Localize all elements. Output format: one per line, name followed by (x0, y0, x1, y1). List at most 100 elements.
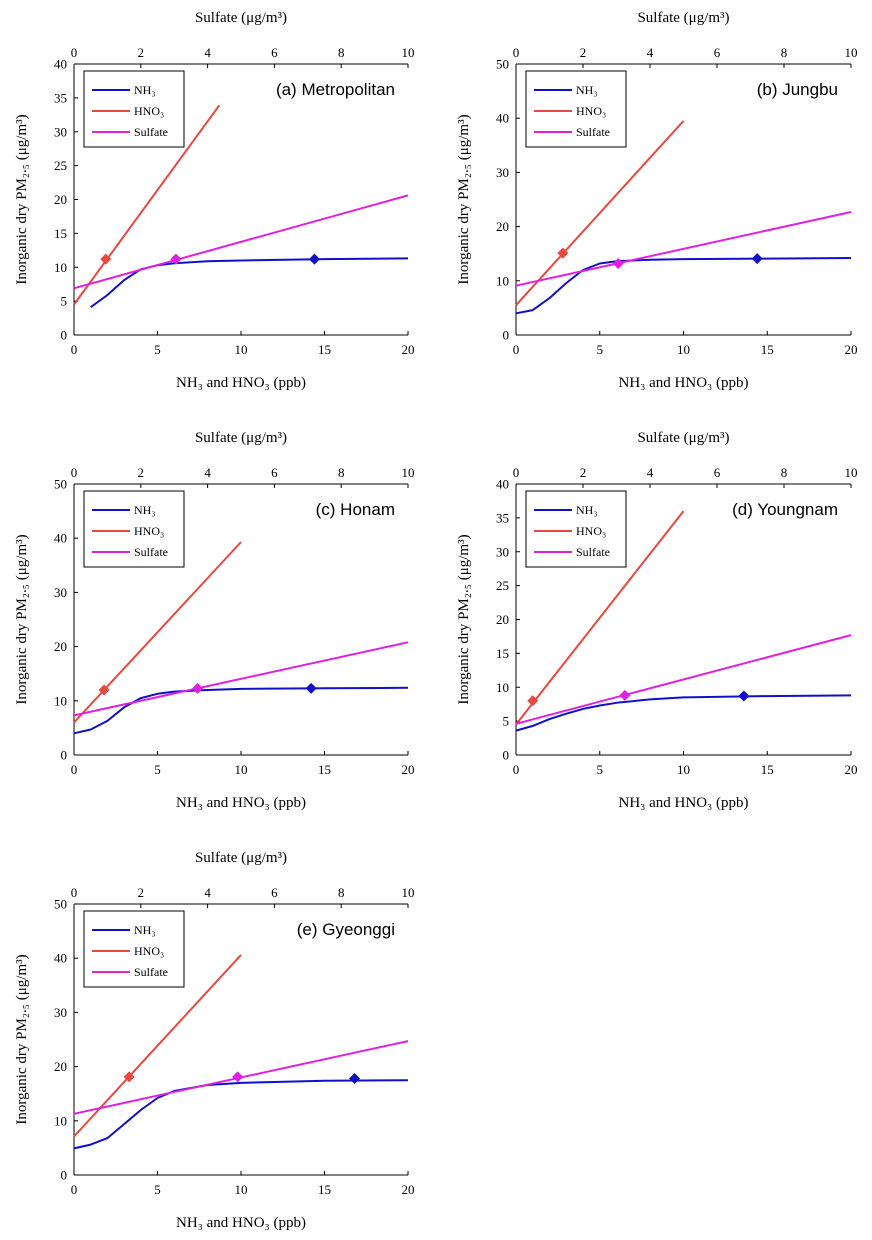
series-marker-nh3 (751, 253, 763, 265)
x-axis-title: NH₃ and HNO₃ (ppb) (618, 795, 748, 811)
x-tick-label: 5 (154, 1182, 161, 1197)
legend-label: Sulfate (576, 125, 610, 139)
top-tick-label: 10 (402, 465, 415, 480)
chart-panel-3: 0 5 10 15 20 0 2 4 6 8 10 0 10 20 30 40 50 Sulfate (μg/m³… (14, 430, 415, 811)
legend-label: Sulfate (134, 125, 168, 139)
top-axis-title: Sulfate (μg/m³) (637, 10, 729, 26)
series-marker-sulfate (192, 682, 204, 694)
x-tick-label: 20 (845, 762, 858, 777)
chart-panel-2: 0 5 10 15 20 0 2 4 6 8 10 0 10 20 30 40 50 Sulfate (μg/m³… (456, 10, 858, 391)
y-tick-label: 20 (496, 219, 509, 234)
legend-box (525, 490, 627, 568)
x-tick-label: 20 (402, 762, 415, 777)
series-line-sulfate (73, 194, 409, 290)
top-tick-label: 0 (513, 45, 520, 60)
top-tick-label: 2 (138, 465, 145, 480)
legend-label: NH₃ (134, 503, 156, 517)
top-tick-label: 0 (71, 465, 78, 480)
legend: NH₃ HNO₃ Sulfate (525, 70, 627, 148)
legend-label: HNO₃ (576, 104, 606, 118)
legend-label: NH₃ (576, 503, 598, 517)
top-tick-label: 6 (714, 45, 721, 60)
top-tick-label: 0 (513, 465, 520, 480)
chart-panel-5: 0 5 10 15 20 0 2 4 6 8 10 0 10 20 30 40 50 Sulfate (μg/m³… (14, 850, 415, 1231)
x-tick-label: 10 (677, 762, 690, 777)
y-tick-label: 10 (54, 1113, 67, 1128)
series-line-sulfate (73, 641, 409, 717)
top-tick-label: 8 (338, 465, 345, 480)
y-tick-label: 20 (54, 639, 67, 654)
top-tick-label: 6 (271, 45, 278, 60)
x-tick-label: 15 (318, 762, 331, 777)
series-line-hno3 (73, 104, 221, 306)
top-tick-label: 4 (204, 465, 211, 480)
legend-label: HNO₃ (134, 944, 164, 958)
x-tick-label: 15 (318, 1182, 331, 1197)
y-axis-title: Inorganic dry PM₂.₅ (μg/m³) (456, 534, 472, 704)
y-axis-title: Inorganic dry PM₂.₅ (μg/m³) (14, 534, 30, 704)
legend-box (83, 910, 185, 988)
y-tick-label: 0 (503, 328, 510, 343)
x-tick-label: 20 (402, 1182, 415, 1197)
panel-label: (b) Jungbu (757, 80, 838, 99)
top-axis-title: Sulfate (μg/m³) (195, 850, 287, 866)
top-axis-title: Sulfate (μg/m³) (195, 10, 287, 26)
y-tick-label: 0 (61, 1168, 68, 1183)
panel-label: (c) Honam (316, 500, 395, 519)
legend-label: HNO₃ (576, 524, 606, 538)
y-tick-label: 30 (496, 165, 509, 180)
top-tick-label: 6 (271, 465, 278, 480)
x-axis-title: NH₃ and HNO₃ (ppb) (176, 375, 306, 391)
x-tick-label: 10 (235, 342, 248, 357)
y-tick-label: 10 (496, 680, 509, 695)
series-marker-nh3 (308, 253, 320, 265)
top-tick-label: 10 (845, 45, 858, 60)
y-tick-label: 50 (54, 897, 67, 912)
x-tick-label: 0 (71, 1182, 78, 1197)
legend-label: Sulfate (576, 545, 610, 559)
top-tick-label: 8 (781, 465, 788, 480)
top-tick-label: 8 (338, 885, 345, 900)
x-tick-label: 15 (761, 762, 774, 777)
x-axis-title: NH₃ and HNO₃ (ppb) (176, 1215, 306, 1231)
y-tick-label: 0 (61, 328, 68, 343)
series-line-hno3 (515, 510, 685, 726)
x-tick-label: 15 (761, 342, 774, 357)
x-tick-label: 10 (235, 762, 248, 777)
top-tick-label: 6 (271, 885, 278, 900)
y-tick-label: 5 (503, 714, 510, 729)
top-tick-label: 4 (647, 45, 654, 60)
series-marker-hno3 (527, 695, 539, 707)
y-tick-label: 30 (496, 544, 509, 559)
top-tick-label: 4 (204, 885, 211, 900)
top-tick-label: 2 (580, 45, 587, 60)
series-marker-sulfate (232, 1071, 244, 1083)
legend-label: NH₃ (134, 923, 156, 937)
top-tick-label: 4 (647, 465, 654, 480)
legend: NH₃ HNO₃ Sulfate (83, 70, 185, 148)
series-marker-hno3 (98, 684, 110, 696)
x-tick-label: 5 (154, 342, 161, 357)
legend-label: Sulfate (134, 965, 168, 979)
y-tick-label: 0 (503, 748, 510, 763)
series-line-nh3 (73, 1079, 409, 1150)
y-tick-label: 20 (54, 1059, 67, 1074)
series-marker-sulfate (619, 689, 631, 701)
top-tick-label: 8 (338, 45, 345, 60)
x-tick-label: 5 (597, 762, 604, 777)
y-tick-label: 30 (54, 124, 67, 139)
y-tick-label: 10 (496, 273, 509, 288)
y-tick-label: 50 (54, 477, 67, 492)
y-tick-label: 30 (54, 585, 67, 600)
legend-box (525, 70, 627, 148)
top-tick-label: 2 (580, 465, 587, 480)
chart-panel-4: 0 5 10 15 20 0 2 4 6 8 10 0 5 10 15 20 25 30 35 40 Sulfate (… (456, 430, 858, 811)
legend-label: HNO₃ (134, 104, 164, 118)
legend: NH₃ HNO₃ Sulfate (525, 490, 627, 568)
series-line-nh3 (515, 694, 852, 732)
y-tick-label: 40 (54, 951, 67, 966)
x-tick-label: 15 (318, 342, 331, 357)
top-tick-label: 2 (138, 45, 145, 60)
x-tick-label: 10 (235, 1182, 248, 1197)
